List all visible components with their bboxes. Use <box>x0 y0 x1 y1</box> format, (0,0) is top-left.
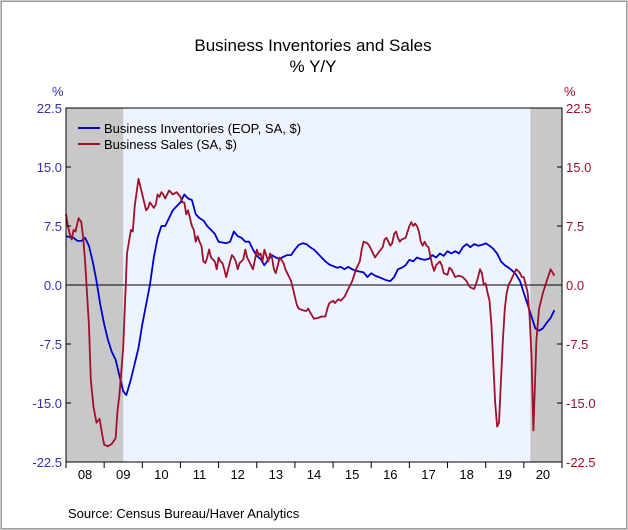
y-tick-label-left: 15.0 <box>37 160 62 175</box>
y-axis-label-left: % <box>52 84 64 99</box>
y-axis-label-right: % <box>564 84 576 99</box>
y-tick-label-right: 7.5 <box>566 219 584 234</box>
y-tick-label-right: -15.0 <box>566 396 596 411</box>
y-tick-label-left: -22.5 <box>32 455 62 470</box>
y-tick-label-right: 22.5 <box>566 101 591 116</box>
chart-subtitle: % Y/Y <box>289 57 337 76</box>
series-line-0 <box>65 193 556 396</box>
x-tick-label: 20 <box>536 467 550 482</box>
y-tick-label-right: -22.5 <box>566 455 596 470</box>
x-tick-label: 08 <box>78 467 92 482</box>
series-line-1 <box>65 177 556 448</box>
x-tick-label: 14 <box>307 467 321 482</box>
x-tick-label: 12 <box>230 467 244 482</box>
legend-label-sales: Business Sales (SA, $) <box>104 137 237 152</box>
legend-label-inventories: Business Inventories (EOP, SA, $) <box>104 121 301 136</box>
x-tick-label: 15 <box>345 467 359 482</box>
y-tick-label-left: 7.5 <box>44 219 62 234</box>
x-tick-label: 09 <box>116 467 130 482</box>
x-tick-label: 18 <box>459 467 473 482</box>
x-tick-label: 13 <box>269 467 283 482</box>
y-tick-label-left: -15.0 <box>32 396 62 411</box>
x-tick-label: 11 <box>193 467 207 482</box>
y-tick-label-left: 0.0 <box>44 278 62 293</box>
x-tick-label: 17 <box>421 467 435 482</box>
y-tick-label-right: 15.0 <box>566 160 591 175</box>
source-note: Source: Census Bureau/Haver Analytics <box>68 506 300 521</box>
x-tick-label: 19 <box>498 467 512 482</box>
y-tick-label-right: 0.0 <box>566 278 584 293</box>
y-tick-label-left: -7.5 <box>40 337 62 352</box>
x-tick-label: 16 <box>383 467 397 482</box>
y-tick-label-left: 22.5 <box>37 101 62 116</box>
legend: Business Inventories (EOP, SA, $) Busine… <box>78 121 301 152</box>
chart-title: Business Inventories and Sales <box>194 36 432 55</box>
x-tick-label: 10 <box>154 467 168 482</box>
y-tick-label-right: -7.5 <box>566 337 588 352</box>
